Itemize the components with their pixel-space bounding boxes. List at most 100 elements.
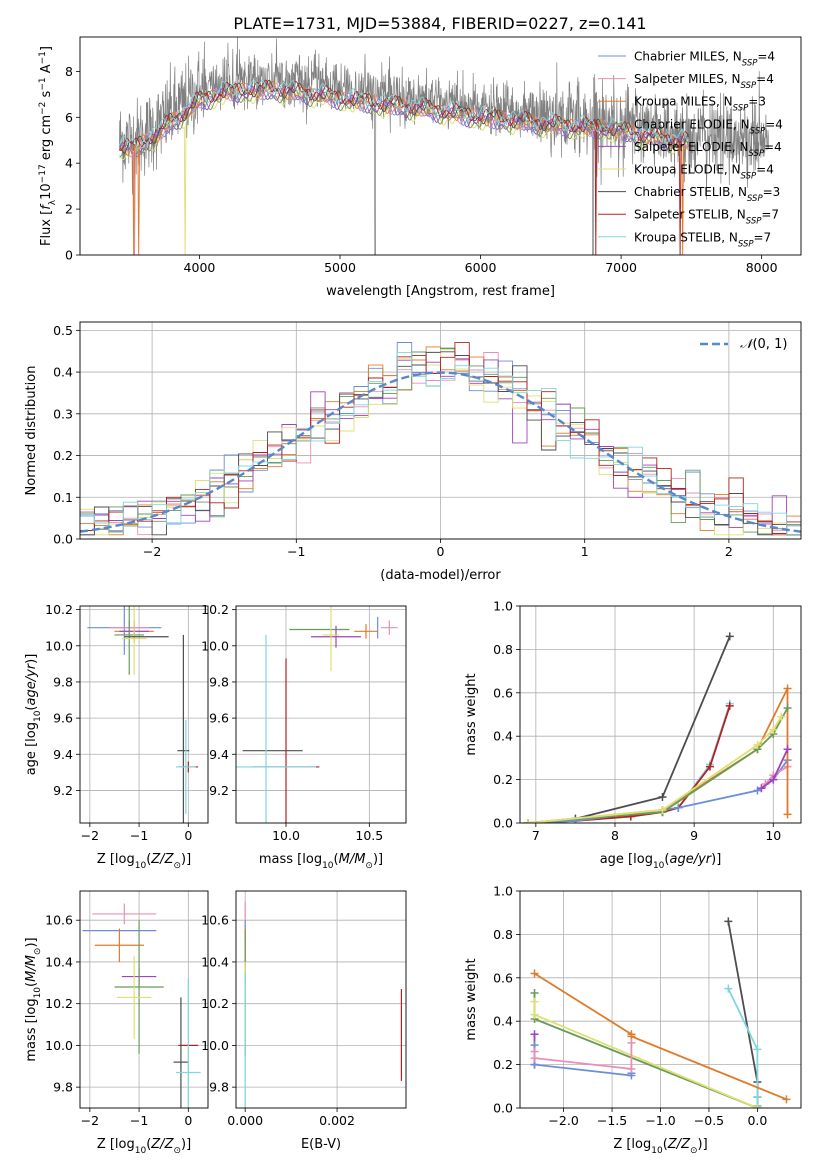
- x-tick-label: 0: [437, 544, 445, 559]
- panel-age_vs_mass: 10.0 10.5 9.2 9.4 9.6 9.8 10.0 10.2 mass [log10(…: [201, 602, 407, 871]
- age_vs_Z-plot-area: [87, 606, 199, 823]
- legend-entry-salpeter-stelib: Salpeter STELIB, NSSP=7: [634, 208, 779, 227]
- x-tick-label: 6000: [465, 260, 497, 275]
- x-tick-label: −1: [130, 828, 148, 843]
- legend-entry-chabrier-elodie: Chabrier ELODIE, NSSP=4: [634, 117, 783, 136]
- y-tick-label: 9.4: [209, 747, 229, 762]
- y-tick-label: 0.2: [493, 1057, 513, 1072]
- series-point: [783, 745, 792, 754]
- series-chabrier-stelib: [523, 632, 734, 823]
- mass_vs_ebv-frame: [235, 890, 407, 1109]
- y-tick-label: 0: [65, 248, 73, 263]
- mass_vs_Z-plot-area: [82, 903, 201, 1108]
- series-point: [530, 1030, 539, 1039]
- normal-legend-label: 𝒩(0, 1): [740, 337, 787, 352]
- y-tick-label: 1.0: [493, 599, 513, 614]
- y-tick-label: 0.4: [493, 729, 513, 744]
- errorbar-chabrier-stelib: [173, 997, 189, 1108]
- y-tick-label: 0.4: [493, 1014, 513, 1029]
- y-tick-label: 0.6: [493, 685, 513, 700]
- legend-entry-kroupa-stelib: Kroupa STELIB, NSSP=7: [634, 230, 771, 249]
- y-tick-label: 9.8: [209, 674, 229, 689]
- legend-entry-kroupa-miles: Kroupa MILES, NSSP=3: [634, 95, 766, 114]
- model-spectrum-kroupa-stelib: [118, 79, 689, 150]
- residuals-frame: [79, 321, 802, 540]
- legend-entry-kroupa-elodie: Kroupa ELODIE, NSSP=4: [634, 163, 774, 182]
- x-tick-label: −2.0: [548, 1113, 578, 1128]
- y-tick-label: 10.0: [45, 638, 73, 653]
- errorbar-kroupa-stelib: [176, 719, 196, 814]
- series-salpeter-stelib: [523, 701, 734, 823]
- series-point: [782, 1095, 791, 1104]
- y-tick-label: 0.0: [493, 1101, 513, 1116]
- series-line: [527, 707, 789, 823]
- spectrum-plot-area: [118, 37, 770, 255]
- residuals-xlabel: (data-model)/error: [380, 568, 501, 583]
- series-point: [530, 969, 539, 978]
- series-kroupa-elodie: [530, 997, 762, 1108]
- series-point: [658, 805, 667, 814]
- y-tick-label: 10.4: [201, 954, 229, 969]
- mass_vs_Z-xlabel: Z [log10(Z/Z⊙)]: [97, 1137, 191, 1156]
- errorbar-salpeter-miles: [381, 620, 398, 635]
- spectrum-xlabel: wavelength [Angstrom, rest frame]: [326, 284, 555, 299]
- x-tick-label: 7: [532, 828, 540, 843]
- x-tick-label: 4000: [184, 260, 216, 275]
- y-tick-label: 2: [65, 202, 73, 217]
- model-spectrum-salpeter-miles: [118, 82, 689, 255]
- errorbar-kroupa-stelib: [176, 978, 201, 1108]
- x-tick-label: −1: [287, 544, 305, 559]
- y-tick-label: 9.8: [53, 1080, 73, 1095]
- series-line: [533, 993, 758, 1108]
- series-chabrier-elodie: [530, 988, 762, 1108]
- mass_weight_vs_Z-xlabel: Z [log10(Z/Z⊙)]: [613, 1137, 707, 1156]
- series-point: [757, 784, 766, 793]
- y-tick-label: 9.8: [53, 674, 73, 689]
- panel-spectrum: 4000 5000 6000 7000 8000 0 2 4 6 8 wavelength [Ang…: [38, 36, 802, 299]
- y-tick-label: 9.2: [53, 783, 73, 798]
- y-tick-label: 0.0: [53, 532, 73, 547]
- y-tick-label: 9.6: [209, 711, 229, 726]
- x-tick-label: 1: [581, 544, 589, 559]
- series-point: [523, 819, 532, 823]
- figure-title: PLATE=1731, MJD=53884, FIBERID=0227, z=0…: [233, 14, 646, 33]
- x-tick-label: 0.0: [747, 1113, 767, 1128]
- panel-mass_weight_vs_Z: −2.0 −1.5 −1.0 −0.5 0.0 0.0 0.2 0.4 0.6 0.8 1.0 Z […: [464, 884, 802, 1156]
- age_vs_Z-xlabel: Z [log10(Z/Z⊙)]: [97, 852, 191, 871]
- series-kroupa-elodie: [523, 712, 786, 823]
- panel-mass_weight_vs_age: 7 8 9 10 0.0 0.2 0.4 0.6 0.8 1.0 age [log10(age/yr…: [464, 599, 802, 871]
- x-tick-label: −1.5: [597, 1113, 627, 1128]
- legend-entry-salpeter-elodie: Salpeter ELODIE, NSSP=4: [634, 140, 782, 159]
- x-tick-label: 2: [725, 544, 733, 559]
- series-point: [725, 632, 734, 641]
- age_vs_mass-frame: [235, 605, 407, 824]
- y-tick-label: 0.3: [53, 406, 73, 421]
- legend-entry-salpeter-miles: Salpeter MILES, NSSP=4: [634, 72, 774, 91]
- x-tick-label: 5000: [324, 260, 356, 275]
- y-tick-label: 6: [65, 110, 73, 125]
- y-tick-label: 9.6: [53, 711, 73, 726]
- y-tick-label: 9.4: [53, 747, 73, 762]
- mass_vs_ebv-xlabel: E(B-V): [301, 1137, 341, 1152]
- x-tick-label: 8: [611, 828, 619, 843]
- x-tick-label: 9: [690, 828, 698, 843]
- spectrum-ylabel: Flux [fλ10−17 erg cm−2 s−1 A−1]: [38, 46, 58, 246]
- series-point: [753, 1045, 762, 1054]
- x-tick-label: 7000: [605, 260, 637, 275]
- series-line: [533, 1001, 758, 1108]
- data-spectrum-line: [119, 37, 770, 255]
- series-point: [674, 803, 683, 812]
- y-tick-label: 0.6: [493, 970, 513, 985]
- y-tick-label: 10.6: [201, 913, 229, 928]
- series-chabrier-elodie: [523, 703, 792, 823]
- errorbar-kroupa-elodie: [322, 606, 340, 672]
- y-tick-label: 0.8: [493, 642, 513, 657]
- y-tick-label: 0.1: [53, 490, 73, 505]
- x-tick-label: −2: [143, 544, 161, 559]
- histogram-salpeter-stelib: [80, 342, 801, 534]
- series-point: [530, 997, 539, 1006]
- series-kroupa-stelib: [523, 699, 734, 823]
- series-point: [658, 792, 667, 801]
- residuals-ylabel: Normed distribution: [24, 366, 39, 496]
- panel-age_vs_Z: −2 −1 0 9.2 9.4 9.6 9.8 10.0 10.2 Z [log10(Z/Z⊙)]…: [24, 602, 209, 871]
